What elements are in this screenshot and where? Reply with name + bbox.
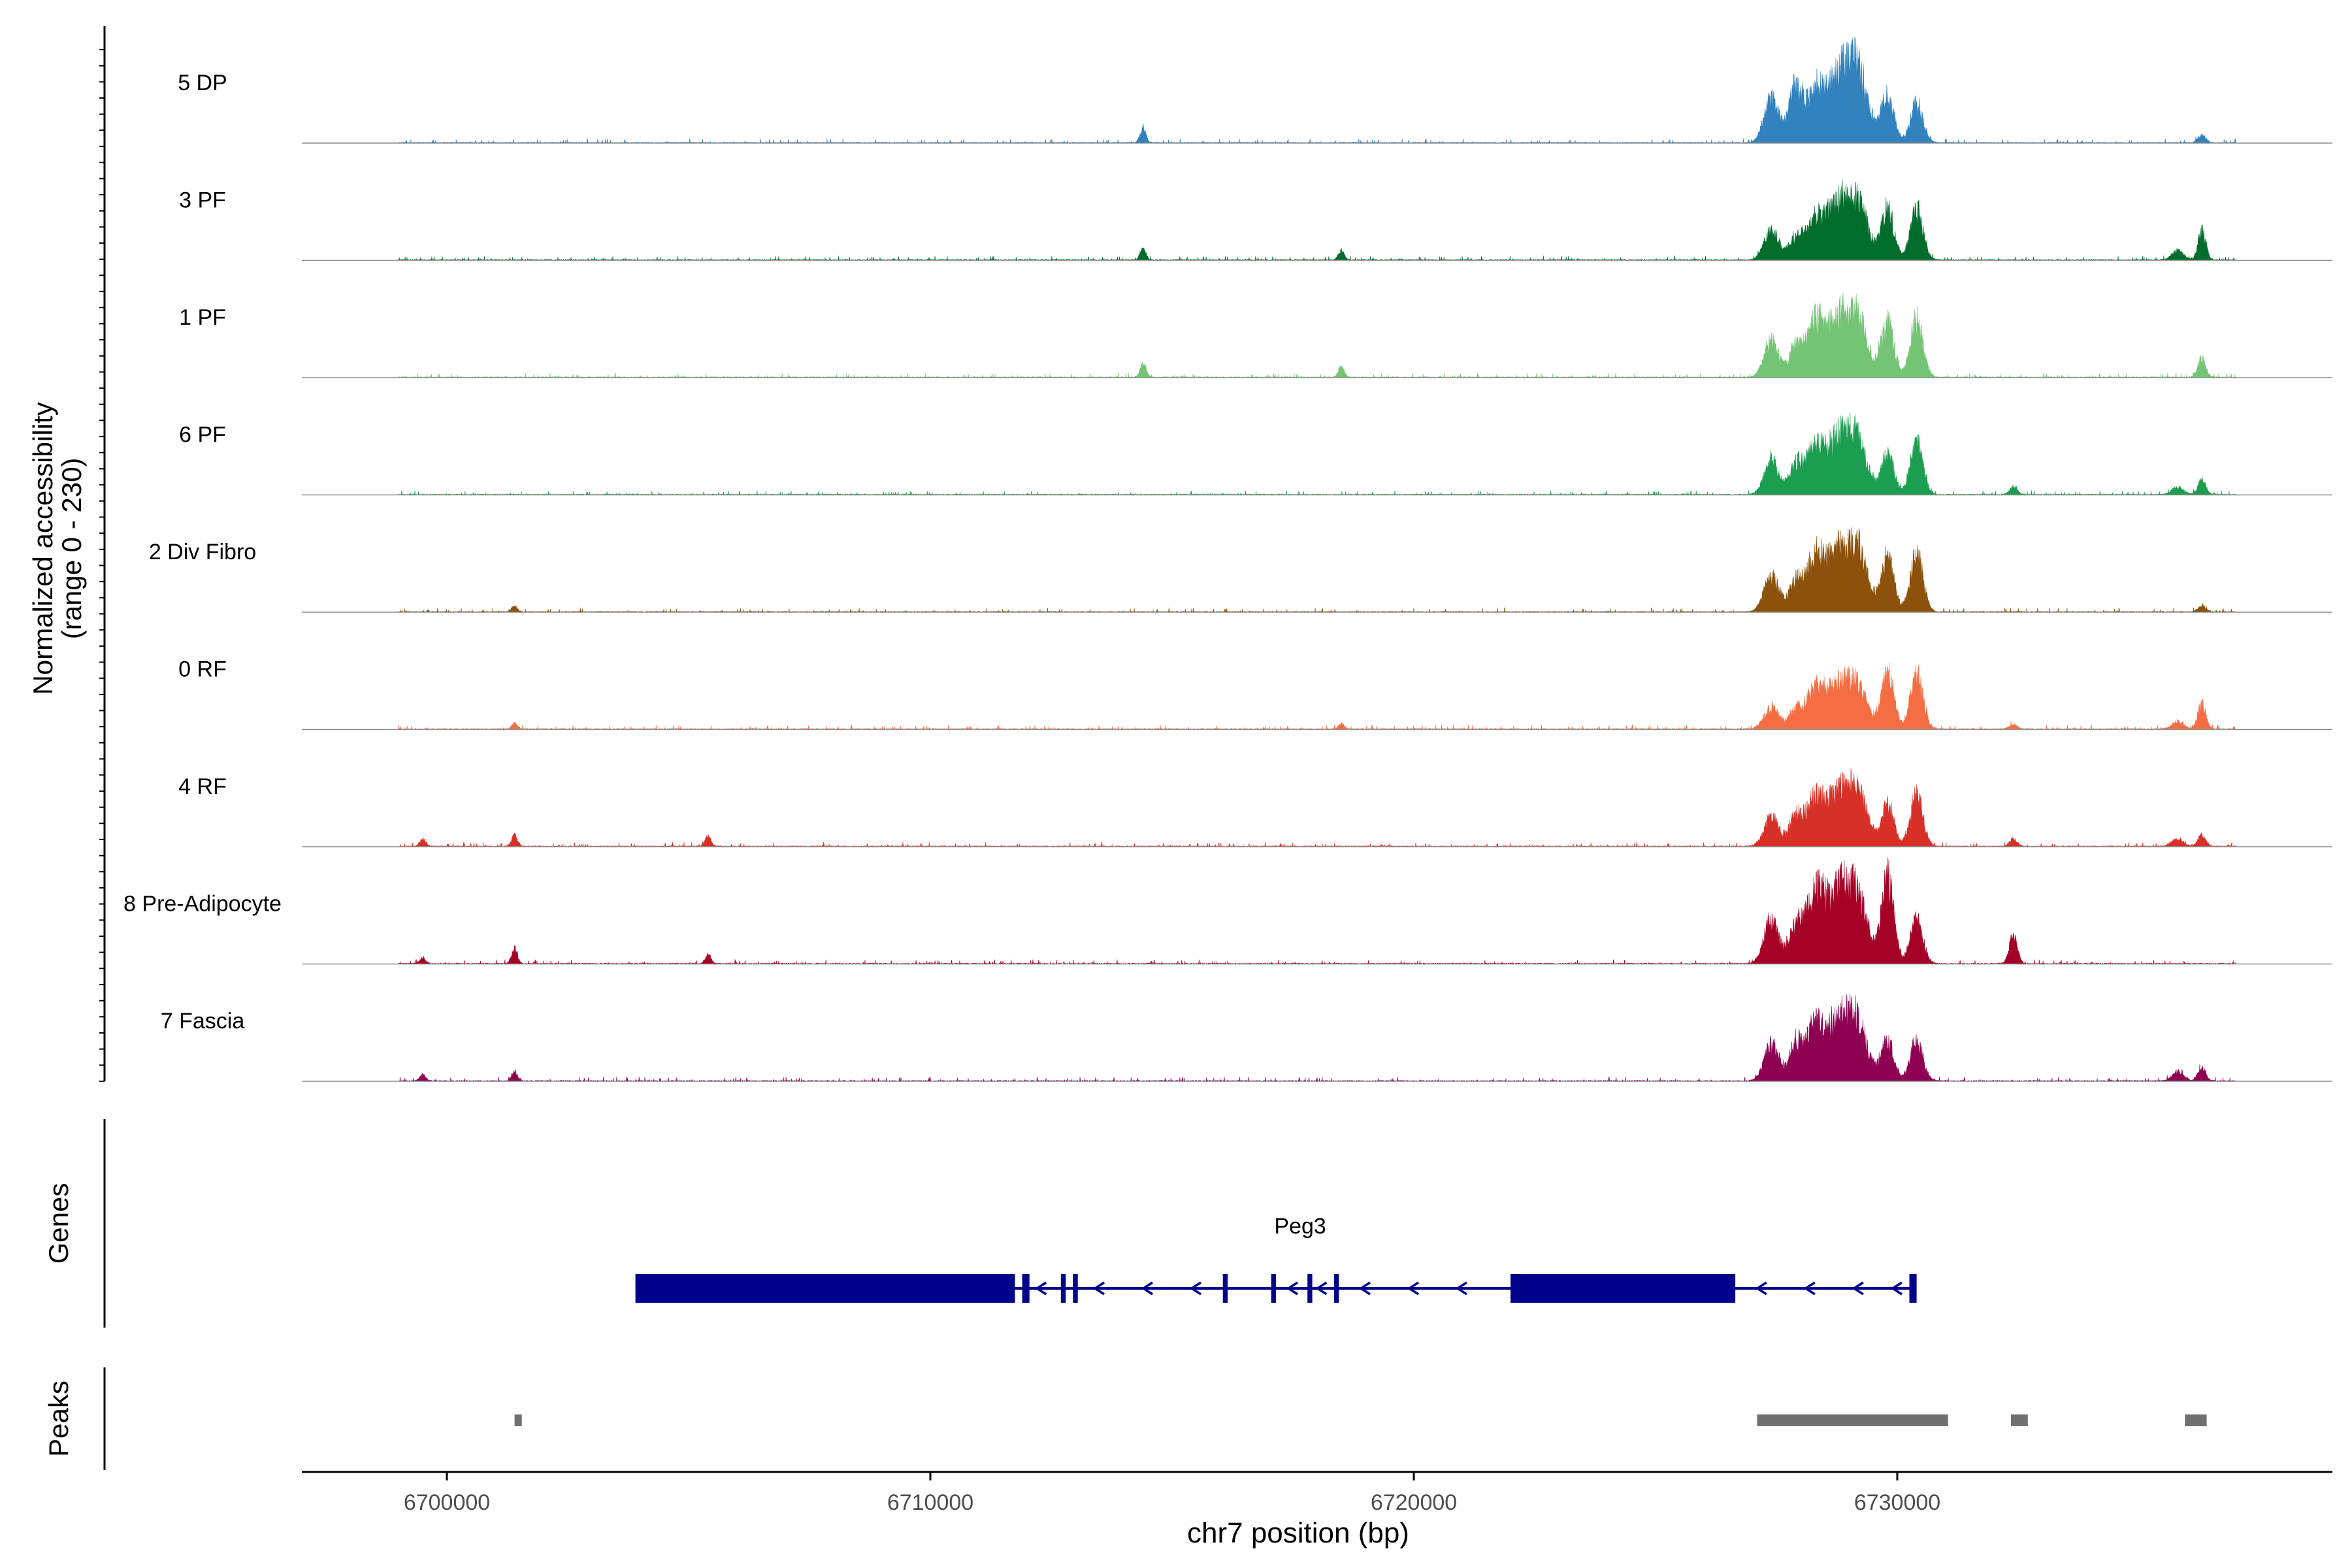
gene-exon [1333, 1274, 1339, 1303]
coverage-track: 1 PF [179, 292, 2332, 379]
gene-strand-arrow [1189, 1281, 1201, 1296]
x-tick-label: 6700000 [404, 1490, 490, 1515]
coverage-track: 3 PF [179, 179, 2332, 261]
gene-strand-arrow [1852, 1281, 1864, 1296]
coverage-area [398, 662, 2236, 730]
gene-coding-block [1511, 1274, 1736, 1303]
coverage-track: 0 RF [178, 657, 2332, 730]
genes-track-label: Genes [43, 1183, 74, 1264]
x-axis-label: chr7 position (bp) [1187, 1517, 1409, 1549]
gene-name-label: Peg3 [1274, 1214, 1326, 1239]
coverage-track: 8 Pre-Adipocyte [123, 857, 2332, 965]
gene-coding-block [635, 1274, 1015, 1303]
gene-strand-arrow [1092, 1281, 1105, 1296]
coverage-y-label-range: (range 0 - 230) [56, 458, 87, 640]
gene-strand-arrow [1890, 1281, 1903, 1296]
gene-strand-arrow [1315, 1281, 1328, 1296]
x-tick-label: 6710000 [887, 1490, 973, 1515]
gene-exon [1307, 1274, 1313, 1303]
peaks-panel: Peaks [43, 1367, 2207, 1470]
x-tick-label: 6730000 [1854, 1490, 1940, 1515]
peak-region [2185, 1414, 2207, 1426]
gene-exon [1222, 1274, 1228, 1303]
x-axis: 6700000 6710000 6720000 6730000 chr7 positio… [302, 1471, 2332, 1549]
peak-region [2010, 1414, 2028, 1426]
gene-strand-arrow [1407, 1281, 1419, 1296]
coverage-area [398, 292, 2236, 379]
coverage-area [398, 994, 2236, 1083]
gene-strand-arrow [1455, 1281, 1467, 1296]
gene-panel: Genes Peg3 [43, 1119, 1917, 1328]
track-label: 5 DP [178, 71, 227, 95]
track-label: 6 PF [179, 423, 226, 448]
gene-exon [1022, 1274, 1030, 1303]
coverage-area [398, 37, 2236, 144]
gene-strand-arrow [1286, 1281, 1298, 1296]
coverage-track: 2 Div Fibro [149, 527, 2332, 613]
gene-strand-arrow [1755, 1281, 1767, 1296]
peaks-track-label: Peaks [43, 1380, 74, 1457]
track-label: 0 RF [178, 657, 227, 682]
gene-exon [1060, 1274, 1066, 1303]
track-label: 8 Pre-Adipocyte [123, 892, 282, 917]
track-label: 7 Fascia [161, 1009, 245, 1034]
coverage-area [398, 412, 2236, 496]
gene-exon [1909, 1274, 1917, 1303]
gene-strand-arrow [1358, 1281, 1371, 1296]
coverage-area [398, 857, 2236, 965]
coverage-area [398, 768, 2236, 848]
coverage-area [398, 179, 2236, 261]
track-label: 3 PF [179, 188, 226, 213]
track-label: 2 Div Fibro [149, 540, 256, 564]
gene-strand-arrow [1141, 1281, 1153, 1296]
coverage-area [398, 527, 2236, 613]
coverage-panel: 5 DP 3 PF 1 PF 6 PF 2 Div Fibro 0 RF 4 RF 8 Pre… [27, 26, 2332, 1083]
coverage-track: 6 PF [179, 412, 2332, 496]
coverage-track: 4 RF [178, 768, 2332, 848]
gene-strand-arrow [1034, 1281, 1047, 1296]
gene-exon [1271, 1274, 1277, 1303]
coverage-y-label: Normalized accessibility [27, 402, 58, 694]
x-tick-label: 6720000 [1371, 1490, 1457, 1515]
gene-exon [1073, 1274, 1078, 1303]
coverage-track: 5 DP [178, 37, 2332, 144]
peak-region [514, 1414, 522, 1426]
track-label: 1 PF [179, 305, 226, 330]
coverage-track: 7 Fascia [161, 994, 2332, 1083]
peak-region [1757, 1414, 1948, 1426]
track-label: 4 RF [178, 774, 227, 799]
gene-strand-arrow [1803, 1281, 1816, 1296]
